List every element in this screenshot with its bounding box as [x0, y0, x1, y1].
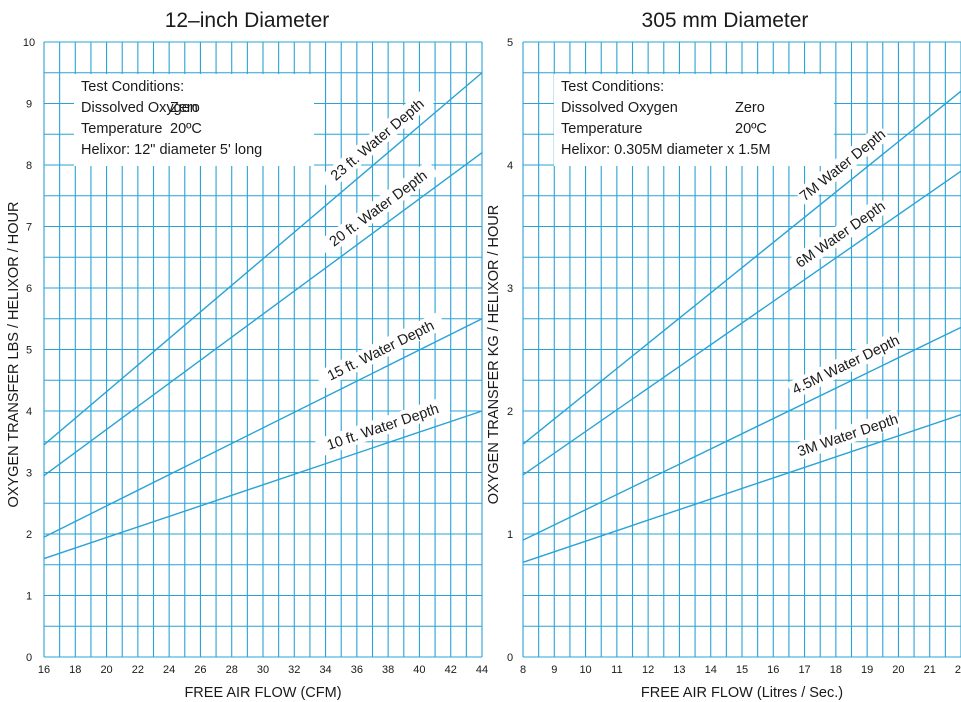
series-label-background [790, 195, 890, 273]
series-label: 10 ft. Water Depth [325, 401, 441, 454]
x-tick-label: 42 [445, 664, 457, 676]
test-condition-value: Zero [170, 100, 200, 116]
y-tick-label: 2 [507, 406, 513, 418]
test-conditions-box [74, 74, 314, 166]
series-line [43, 410, 483, 560]
test-condition-label: Helixor: 12" diameter 5' long [81, 142, 262, 158]
test-condition-label: Helixor: 0.305M diameter x 1.5M [561, 142, 771, 158]
series-label-background [793, 409, 902, 461]
test-condition-value: 20ºC [170, 121, 202, 137]
series-line [43, 72, 483, 446]
x-tick-label: 34 [319, 664, 331, 676]
x-tick-label: 40 [413, 664, 425, 676]
test-condition-label: Temperature [561, 121, 642, 137]
y-tick-label: 4 [26, 406, 32, 418]
x-tick-label: 19 [861, 664, 873, 676]
x-tick-label: 13 [673, 664, 685, 676]
y-axis-label: OXYGEN TRANSFER LBS / HELIXOR / HOUR [6, 202, 22, 508]
series-line [43, 318, 483, 538]
y-tick-label: 5 [507, 37, 513, 49]
x-tick-label: 22 [132, 664, 144, 676]
y-tick-label: 4 [507, 160, 513, 172]
y-tick-label: 8 [26, 160, 32, 172]
test-condition-label: Dissolved Oxygen [81, 100, 198, 116]
x-tick-label: 16 [38, 664, 50, 676]
series-label-background [315, 311, 447, 390]
chart-title: 305 mm Diameter [642, 9, 809, 32]
x-axis-label: FREE AIR FLOW (CFM) [184, 685, 341, 701]
x-tick-label: 22 [955, 664, 961, 676]
x-tick-label: 28 [226, 664, 238, 676]
series-line [522, 326, 961, 541]
x-axis-label: FREE AIR FLOW (Litres / Sec.) [641, 685, 843, 701]
test-condition-label: Temperature [81, 121, 162, 137]
series-line [522, 414, 961, 563]
x-tick-label: 8 [520, 664, 526, 676]
x-tick-label: 24 [163, 664, 175, 676]
x-tick-label: 11 [611, 664, 622, 676]
y-tick-label: 3 [507, 283, 513, 295]
y-tick-label: 5 [26, 345, 32, 357]
test-condition-label: Test Conditions: [561, 79, 664, 95]
x-tick-label: 38 [382, 664, 394, 676]
y-tick-label: 1 [26, 591, 32, 603]
x-tick-label: 10 [579, 664, 591, 676]
x-tick-label: 44 [476, 664, 488, 676]
test-condition-label: Dissolved Oxygen [561, 100, 678, 116]
series-label: 23 ft. Water Depth [328, 96, 428, 184]
x-tick-label: 30 [257, 664, 269, 676]
x-tick-label: 18 [69, 664, 81, 676]
y-tick-label: 2 [26, 529, 32, 541]
series-line [43, 152, 483, 477]
y-tick-label: 0 [507, 652, 513, 664]
series-label-background [794, 123, 891, 206]
series-label-background [314, 396, 451, 457]
series-label-group: 15 ft. Water Depth [315, 311, 447, 390]
series-label: 4.5M Water Depth [790, 333, 902, 399]
x-tick-label: 26 [194, 664, 206, 676]
chart-title: 12–inch Diameter [165, 9, 330, 32]
x-tick-label: 16 [767, 664, 779, 676]
y-tick-label: 7 [26, 222, 32, 234]
test-conditions-box [554, 74, 834, 166]
x-tick-label: 9 [551, 664, 557, 676]
y-tick-label: 3 [26, 468, 32, 480]
y-tick-label: 1 [507, 529, 513, 541]
x-tick-label: 32 [288, 664, 300, 676]
x-tick-label: 21 [924, 664, 936, 676]
series-label-background [786, 329, 905, 400]
x-tick-label: 12 [642, 664, 654, 676]
x-tick-label: 20 [100, 664, 112, 676]
test-condition-value: 20ºC [735, 121, 767, 137]
y-tick-label: 9 [26, 99, 32, 111]
series-line [522, 170, 961, 476]
x-tick-label: 17 [798, 664, 810, 676]
series-label-background [317, 160, 439, 257]
y-tick-label: 10 [23, 37, 35, 49]
series-label-group: 10 ft. Water Depth [314, 396, 451, 457]
y-axis-label: OXYGEN TRANSFER KG / HELIXOR / HOUR [486, 205, 502, 504]
series-label: 6M Water Depth [793, 199, 888, 272]
x-tick-label: 18 [830, 664, 842, 676]
test-condition-value: Zero [735, 100, 765, 116]
series-label-background [318, 88, 436, 191]
x-tick-label: 14 [705, 664, 717, 676]
y-tick-label: 6 [26, 283, 32, 295]
series-line [522, 90, 961, 445]
x-tick-label: 20 [892, 664, 904, 676]
x-tick-label: 36 [351, 664, 363, 676]
x-tick-label: 15 [736, 664, 748, 676]
y-tick-label: 0 [26, 652, 32, 664]
test-condition-label: Test Conditions: [81, 79, 184, 95]
series-label-group: 6M Water Depth [790, 195, 890, 273]
series-label: 15 ft. Water Depth [325, 318, 437, 385]
